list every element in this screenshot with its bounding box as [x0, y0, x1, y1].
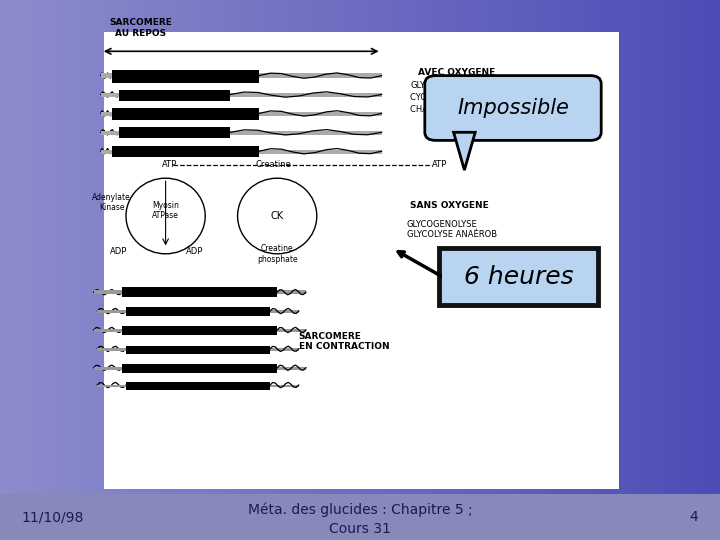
FancyBboxPatch shape [101, 112, 382, 116]
Text: Myosin
ATPase: Myosin ATPase [152, 201, 179, 220]
FancyBboxPatch shape [122, 326, 277, 335]
Text: CK: CK [271, 211, 284, 221]
FancyBboxPatch shape [126, 307, 270, 316]
Text: GLYCOGENOLYSE
GLYCOLYSE ANAÉROB: GLYCOGENOLYSE GLYCOLYSE ANAÉROB [407, 220, 497, 239]
FancyBboxPatch shape [94, 291, 306, 294]
FancyBboxPatch shape [94, 367, 306, 370]
Text: Adenylate
Kinase: Adenylate Kinase [92, 193, 131, 212]
Text: Méta. des glucides : Chapitre 5 ;: Méta. des glucides : Chapitre 5 ; [248, 503, 472, 517]
FancyBboxPatch shape [101, 73, 382, 78]
Text: ATP: ATP [431, 160, 447, 169]
Text: Impossible: Impossible [457, 98, 569, 118]
Polygon shape [454, 132, 475, 170]
FancyBboxPatch shape [101, 131, 382, 135]
FancyBboxPatch shape [439, 248, 598, 305]
FancyBboxPatch shape [425, 76, 601, 140]
Text: GLYCOLYSE
CYCLE DE KREBS
CHAINE RESPIRATOIRE: GLYCOLYSE CYCLE DE KREBS CHAINE RESPIRAT… [410, 81, 505, 113]
FancyBboxPatch shape [94, 329, 306, 332]
Text: 11/10/98: 11/10/98 [22, 510, 84, 524]
FancyBboxPatch shape [101, 93, 382, 97]
FancyBboxPatch shape [126, 346, 270, 354]
FancyBboxPatch shape [97, 348, 299, 351]
FancyBboxPatch shape [104, 32, 619, 489]
FancyBboxPatch shape [112, 70, 259, 83]
FancyBboxPatch shape [112, 146, 259, 157]
Text: AVEC OXYGENE: AVEC OXYGENE [418, 69, 495, 77]
Text: 6 heures: 6 heures [464, 265, 573, 289]
Text: Cours 31: Cours 31 [329, 522, 391, 536]
FancyBboxPatch shape [122, 287, 277, 297]
Text: 4: 4 [690, 510, 698, 524]
Text: SANS OXYGENE: SANS OXYGENE [410, 201, 489, 210]
FancyBboxPatch shape [97, 385, 299, 388]
Text: ADP: ADP [110, 247, 127, 255]
Text: Creatine: Creatine [256, 160, 292, 169]
FancyBboxPatch shape [112, 108, 259, 120]
Text: SARCOMERE
AU REPOS: SARCOMERE AU REPOS [109, 18, 172, 38]
Text: ADP: ADP [186, 247, 203, 255]
Text: ATP: ATP [161, 160, 177, 169]
FancyBboxPatch shape [101, 150, 382, 154]
FancyBboxPatch shape [119, 90, 230, 101]
FancyBboxPatch shape [0, 494, 720, 540]
Text: Creatine
phosphate: Creatine phosphate [257, 244, 297, 264]
FancyBboxPatch shape [126, 382, 270, 390]
FancyBboxPatch shape [119, 127, 230, 138]
FancyBboxPatch shape [97, 310, 299, 313]
FancyBboxPatch shape [122, 364, 277, 373]
Text: SARCOMERE
EN CONTRACTION: SARCOMERE EN CONTRACTION [299, 332, 390, 351]
